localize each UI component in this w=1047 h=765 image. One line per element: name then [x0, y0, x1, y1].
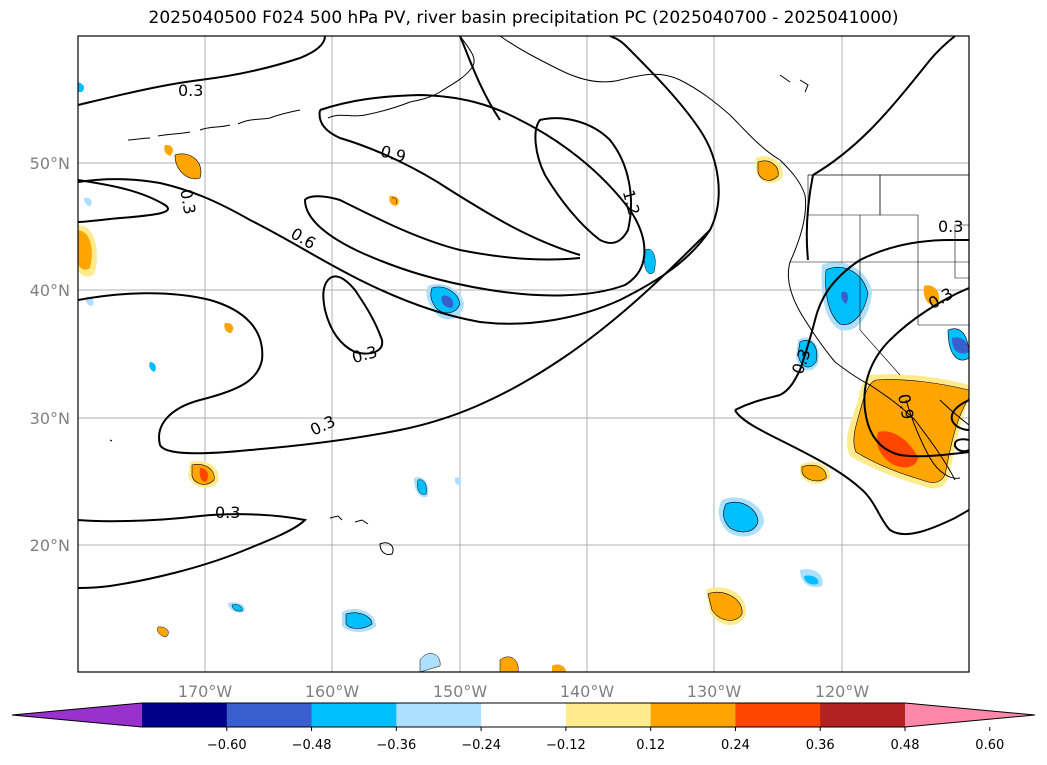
colorbar-tick-label: −0.60 — [207, 738, 247, 753]
colorbar-tick-label: 0.24 — [721, 738, 750, 753]
graticule — [78, 36, 969, 672]
colorbar-bin — [142, 703, 228, 727]
colorbar-extend-high — [905, 703, 1035, 727]
lon-label: 120°W — [815, 682, 870, 701]
colorbar-tick-label: 0.12 — [636, 738, 665, 753]
colorbar-bin — [820, 703, 906, 727]
colorbar-tick-label: 0.60 — [975, 738, 1004, 753]
colorbar-bin — [735, 703, 821, 727]
coastlines — [109, 36, 969, 555]
pv-contours — [78, 36, 969, 589]
latitude-labels: 50°N 40°N 30°N 20°N — [30, 154, 70, 555]
colorbar-tick-label: −0.36 — [376, 738, 416, 753]
colorbar-tick-label: −0.48 — [292, 738, 332, 753]
colorbar-bin — [396, 703, 482, 727]
map-frame — [78, 36, 969, 672]
lat-label: 20°N — [30, 536, 70, 555]
precip-positive-areas — [78, 144, 969, 672]
contour-label: 0.3 — [215, 503, 240, 522]
colorbar-tick-label: 0.36 — [806, 738, 835, 753]
contour-label: 0.9 — [894, 392, 917, 420]
colorbar-bin — [650, 703, 736, 727]
lat-label: 40°N — [30, 281, 70, 300]
colorbar-bin — [311, 703, 397, 727]
colorbar-extend-low — [12, 703, 142, 727]
precip-negative-areas — [78, 82, 969, 672]
lat-label: 50°N — [30, 154, 70, 173]
map-title: 2025040500 F024 500 hPa PV, river basin … — [148, 8, 899, 28]
colorbar-tick-label: −0.24 — [461, 738, 501, 753]
lat-label: 30°N — [30, 409, 70, 428]
map-border — [77, 35, 970, 673]
colorbar-bin — [481, 703, 567, 727]
colorbar-outline — [11, 702, 1036, 728]
contour-label: 0.3 — [178, 81, 203, 100]
contour-label: 0.3 — [176, 188, 199, 216]
colorbar-tick-label: 0.48 — [891, 738, 920, 753]
contour-label: 0.3 — [938, 217, 963, 236]
lon-label: 160°W — [305, 682, 360, 701]
colorbar-tick-label: −0.12 — [546, 738, 586, 753]
colorbar: −0.60 −0.48 −0.36 −0.24 −0.12 0.12 0.24 0.36 0.4… — [11, 702, 1036, 753]
lon-label: 130°W — [687, 682, 742, 701]
longitude-labels: 170°W 160°W 150°W 140°W 130°W 120°W — [178, 682, 870, 701]
lon-label: 140°W — [560, 682, 615, 701]
colorbar-bin — [565, 703, 652, 727]
lon-label: 150°W — [433, 682, 488, 701]
lon-label: 170°W — [178, 682, 233, 701]
colorbar-bin — [226, 703, 313, 727]
